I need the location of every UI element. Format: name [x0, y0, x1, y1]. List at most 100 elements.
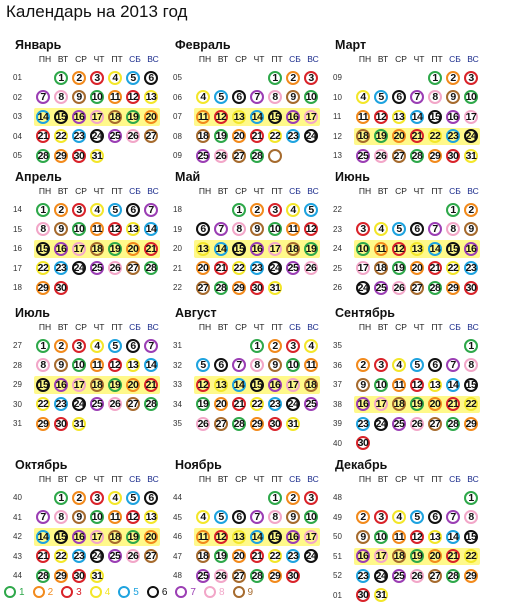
- day-cell: 21: [212, 259, 230, 277]
- day-number: 8: [428, 90, 442, 104]
- day-cell: 12: [124, 88, 142, 106]
- day-cell: 12: [194, 376, 212, 394]
- day-number: 25: [356, 149, 370, 163]
- week-number: 18: [12, 283, 34, 292]
- day-number: 18: [304, 378, 318, 392]
- day-cell: 13: [426, 376, 444, 394]
- day-cell: 2: [70, 489, 88, 507]
- day-cell: 16: [52, 376, 70, 394]
- day-number: 27: [126, 397, 140, 411]
- day-cell: 31: [266, 279, 284, 297]
- day-cell: 26: [212, 567, 230, 585]
- day-number: 9: [464, 222, 478, 236]
- day-number: 8: [54, 90, 68, 104]
- day-cell: 26: [124, 547, 142, 565]
- day-number: 18: [90, 242, 104, 256]
- day-number: 29: [446, 281, 460, 295]
- day-cell: 3: [372, 356, 390, 374]
- ring-icon: [147, 586, 159, 598]
- day-number: 5: [126, 71, 140, 85]
- day-number: 22: [464, 549, 478, 563]
- day-number: 25: [374, 281, 388, 295]
- day-cell: 25: [194, 147, 212, 165]
- day-number: 5: [304, 203, 318, 217]
- day-number: 20: [214, 397, 228, 411]
- day-number: 10: [90, 510, 104, 524]
- day-number: 25: [304, 397, 318, 411]
- day-number: 2: [356, 510, 370, 524]
- day-number: 9: [268, 358, 282, 372]
- day-cell: 23: [52, 395, 70, 413]
- legend-number: 3: [76, 587, 82, 598]
- week-number: 39: [332, 419, 354, 428]
- day-number: 30: [356, 436, 370, 450]
- day-number: 29: [54, 569, 68, 583]
- weekday-label: ЧТ: [410, 54, 428, 68]
- day-cell: 15: [426, 108, 444, 126]
- day-cell: 26: [106, 395, 124, 413]
- day-number: 22: [54, 129, 68, 143]
- day-cell: 8: [444, 220, 462, 238]
- day-number: 21: [428, 261, 442, 275]
- day-number: 30: [286, 569, 300, 583]
- day-cell: 26: [302, 259, 320, 277]
- day-number: 8: [268, 510, 282, 524]
- day-number: 8: [232, 222, 246, 236]
- day-number: 28: [36, 149, 50, 163]
- day-number: 25: [196, 149, 210, 163]
- week-number: 13: [332, 151, 354, 160]
- day-cell: 12: [212, 528, 230, 546]
- day-number: 17: [286, 378, 300, 392]
- day-number: 12: [196, 378, 210, 392]
- day-cell: 22: [52, 127, 70, 145]
- week-number: 49: [332, 513, 354, 522]
- day-cell: 24: [302, 547, 320, 565]
- day-cell: 12: [212, 108, 230, 126]
- day-cell: 20: [408, 259, 426, 277]
- day-cell: 8: [462, 508, 480, 526]
- day-number: 11: [392, 530, 406, 544]
- week-number: 30: [12, 400, 34, 409]
- day-number: 25: [108, 549, 122, 563]
- day-number: 13: [392, 110, 406, 124]
- day-cell: 12: [106, 220, 124, 238]
- day-cell: 24: [70, 259, 88, 277]
- week-number: 47: [172, 552, 194, 561]
- day-cell: 21: [34, 547, 52, 565]
- empty-cell: [230, 489, 248, 507]
- day-cell: 9: [52, 356, 70, 374]
- day-number: 20: [126, 378, 140, 392]
- day-number: 20: [144, 530, 158, 544]
- weekday-label: ВТ: [54, 474, 72, 488]
- day-cell: 12: [408, 376, 426, 394]
- day-number: 11: [374, 242, 388, 256]
- empty-cell: [212, 489, 230, 507]
- day-number: 19: [214, 129, 228, 143]
- day-cell: 12: [124, 508, 142, 526]
- day-number: 9: [446, 90, 460, 104]
- day-cell: 27: [390, 147, 408, 165]
- day-number: 19: [196, 397, 210, 411]
- empty-cell: [408, 489, 426, 507]
- day-cell: 30: [70, 567, 88, 585]
- weekday-label: СБ: [126, 186, 144, 200]
- day-cell: 11: [372, 240, 390, 258]
- day-number: 1: [36, 203, 50, 217]
- day-number: 2: [356, 358, 370, 372]
- day-cell: 31: [88, 567, 106, 585]
- week-number: 51: [332, 552, 354, 561]
- day-number: 17: [72, 242, 86, 256]
- day-number: 23: [356, 417, 370, 431]
